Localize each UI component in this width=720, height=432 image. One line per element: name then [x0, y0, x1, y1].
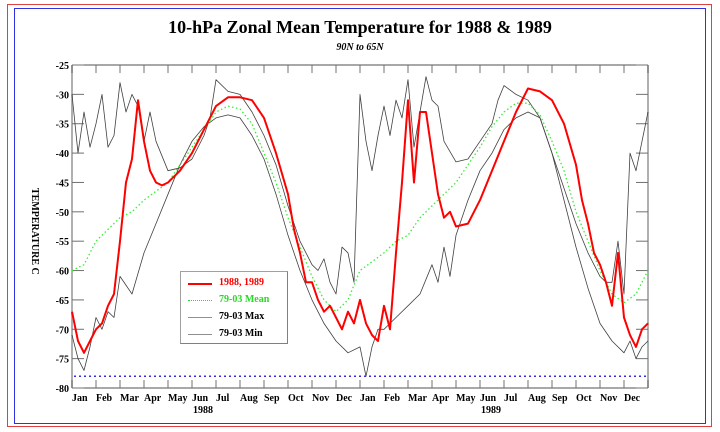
x-month-label: Jan	[360, 393, 376, 404]
legend-item-max: 79-03 Max	[181, 311, 287, 325]
x-year-label: 1988	[193, 405, 213, 416]
y-tick-label: -25	[56, 61, 69, 72]
legend-label: 1988, 1989	[219, 277, 264, 288]
series-line-79-03-mean	[71, 102, 649, 313]
x-month-label: Jul	[504, 393, 518, 404]
x-year-label: 1989	[481, 405, 501, 416]
x-month-label: Jun	[192, 393, 209, 404]
series-line-1988-1989	[71, 87, 649, 354]
legend-item-min: 79-03 Min	[181, 328, 287, 342]
x-month-label: Mar	[120, 393, 139, 404]
x-month-label: Jul	[216, 393, 230, 404]
x-month-label: Nov	[600, 393, 617, 404]
inner-frame-blue	[14, 8, 706, 424]
legend-item-1988-1989: 1988, 1989	[181, 277, 287, 291]
outer-frame-red	[7, 4, 712, 427]
y-tick-label: -70	[56, 325, 69, 336]
y-tick-label: -50	[56, 208, 69, 219]
x-month-label: Oct	[576, 393, 592, 404]
y-tick-label: -75	[56, 355, 69, 366]
y-tick-label: -40	[56, 149, 69, 160]
x-month-label: Aug	[240, 393, 258, 404]
legend-label: 79-03 Mean	[219, 294, 270, 305]
y-tick-label: -60	[56, 267, 69, 278]
legend-item-mean: 79-03 Mean	[181, 294, 287, 308]
x-month-label: Feb	[96, 393, 113, 404]
legend-label: 79-03 Min	[219, 328, 263, 339]
x-month-label: Sep	[264, 393, 280, 404]
y-tick-label: -35	[56, 120, 69, 131]
legend-label: 79-03 Max	[219, 311, 265, 322]
chart-subtitle: 90N to 65N	[336, 42, 384, 53]
x-month-label: Nov	[312, 393, 329, 404]
axes	[71, 64, 649, 389]
legend-swatch-gray-line	[188, 317, 212, 318]
y-tick-label: -45	[56, 178, 69, 189]
x-month-label: Apr	[144, 393, 162, 404]
legend-swatch-green-dotted	[188, 300, 212, 301]
x-month-label: Aug	[528, 393, 546, 404]
legend-swatch-red-line	[188, 283, 212, 285]
x-month-label: Dec	[336, 393, 353, 404]
x-month-label: Jun	[480, 393, 497, 404]
y-tick-label: -55	[56, 237, 69, 248]
y-tick-label: -65	[56, 296, 69, 307]
x-month-label: Apr	[432, 393, 450, 404]
y-tick-label: -80	[56, 384, 69, 395]
series-line-79-03-max	[71, 76, 649, 295]
x-month-label: May	[456, 393, 475, 404]
x-month-label: Mar	[408, 393, 427, 404]
legend-swatch-gray-line	[188, 334, 212, 335]
series-line-79-03-min	[71, 111, 649, 377]
x-month-label: Oct	[288, 393, 304, 404]
x-month-label: May	[168, 393, 187, 404]
chart-title: 10-hPa Zonal Mean Temperature for 1988 &…	[168, 17, 552, 37]
x-month-label: Dec	[624, 393, 641, 404]
x-month-label: Jan	[72, 393, 88, 404]
y-tick-label: -30	[56, 90, 69, 101]
legend: 1988, 1989 79-03 Mean 79-03 Max 79-03 Mi…	[180, 271, 288, 344]
x-month-label: Sep	[552, 393, 568, 404]
series-group	[71, 76, 649, 377]
x-month-label: Feb	[384, 393, 401, 404]
